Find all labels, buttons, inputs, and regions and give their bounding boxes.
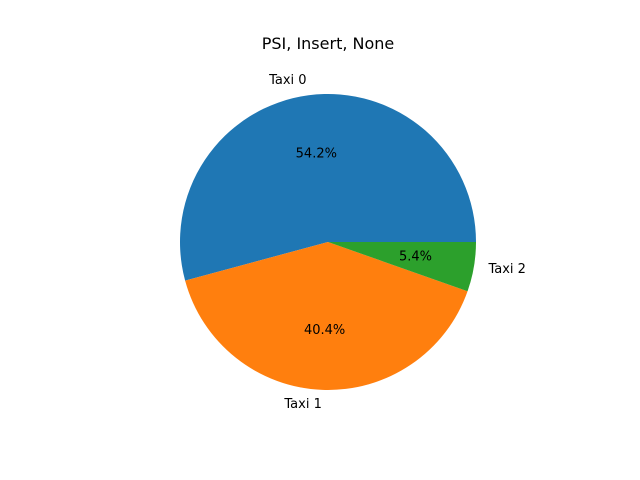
slice-percent-taxi-1: 40.4% xyxy=(304,323,345,338)
pie-labels: Taxi 0 54.2% Taxi 1 40.4% Taxi 2 5.4% xyxy=(268,73,526,412)
chart-title: PSI, Insert, None xyxy=(262,34,395,53)
pie-slice-taxi-1 xyxy=(185,242,468,391)
pie-slice-taxi-2 xyxy=(328,242,476,292)
slice-label-taxi-0: Taxi 0 xyxy=(268,73,306,88)
slice-percent-taxi-2: 5.4% xyxy=(399,249,432,264)
pie-slice-taxi-0 xyxy=(180,94,477,281)
slice-label-taxi-1: Taxi 1 xyxy=(283,397,321,412)
slice-percent-taxi-0: 54.2% xyxy=(296,146,337,161)
slice-label-taxi-2: Taxi 2 xyxy=(487,262,525,277)
pie-slices xyxy=(180,94,477,391)
